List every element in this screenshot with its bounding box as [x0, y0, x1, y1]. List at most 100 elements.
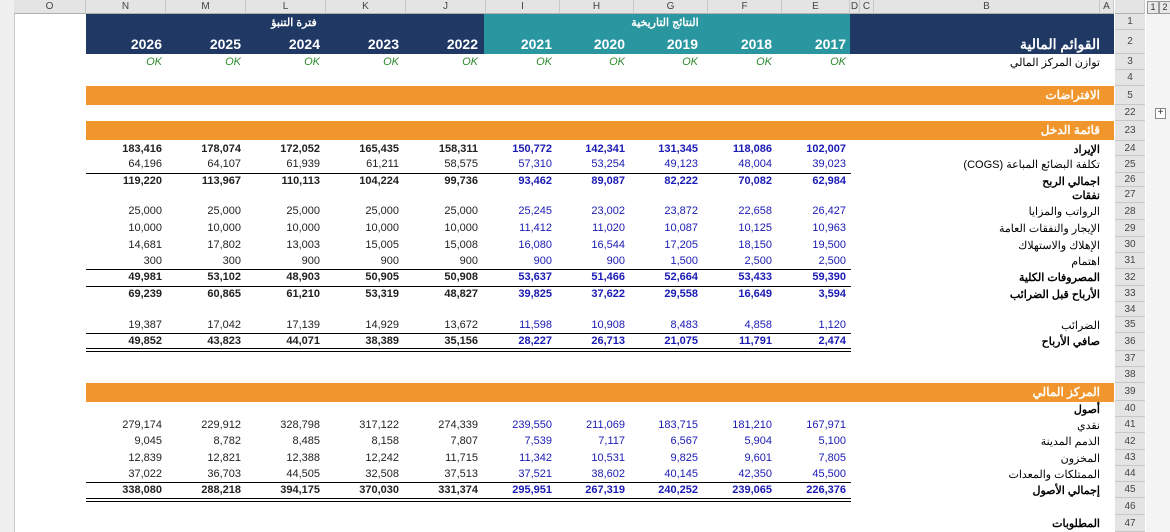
- table-cell[interactable]: 42,350: [738, 468, 772, 480]
- table-cell[interactable]: 49,981: [128, 271, 162, 283]
- table-cell[interactable]: 25,000: [365, 205, 399, 217]
- table-cell[interactable]: 14,681: [128, 239, 162, 251]
- table-cell[interactable]: 17,205: [664, 239, 698, 251]
- table-cell[interactable]: 274,339: [438, 419, 478, 431]
- column-header-a[interactable]: A: [1100, 0, 1114, 14]
- row-header[interactable]: 3: [1115, 54, 1145, 70]
- table-cell[interactable]: 394,175: [280, 484, 320, 496]
- table-cell[interactable]: 53,637: [518, 271, 552, 283]
- table-cell[interactable]: 104,224: [359, 175, 399, 187]
- row-header[interactable]: 22: [1115, 105, 1145, 121]
- table-cell[interactable]: 25,000: [207, 205, 241, 217]
- table-cell[interactable]: 181,210: [732, 419, 772, 431]
- row-header[interactable]: 33: [1115, 286, 1145, 302]
- table-cell[interactable]: 118,086: [732, 143, 772, 155]
- table-cell[interactable]: 18,150: [738, 239, 772, 251]
- table-cell[interactable]: 119,220: [122, 175, 162, 187]
- table-cell[interactable]: 167,971: [806, 419, 846, 431]
- table-cell[interactable]: 37,513: [444, 468, 478, 480]
- table-cell[interactable]: 12,242: [365, 452, 399, 464]
- table-cell[interactable]: 37,022: [128, 468, 162, 480]
- table-cell[interactable]: 317,122: [359, 419, 399, 431]
- table-cell[interactable]: 328,798: [280, 419, 320, 431]
- table-cell[interactable]: 10,000: [286, 222, 320, 234]
- table-cell[interactable]: 900: [606, 255, 625, 267]
- table-cell[interactable]: 40,145: [664, 468, 698, 480]
- table-cell[interactable]: 288,218: [201, 484, 241, 496]
- row-header[interactable]: 29: [1115, 220, 1145, 237]
- table-cell[interactable]: 44,505: [286, 468, 320, 480]
- table-cell[interactable]: 50,908: [444, 271, 478, 283]
- outline-level-1-button[interactable]: 1: [1147, 1, 1159, 14]
- table-cell[interactable]: 11,598: [519, 319, 552, 331]
- table-cell[interactable]: 900: [301, 255, 320, 267]
- table-cell[interactable]: 142,341: [585, 143, 625, 155]
- row-header[interactable]: 44: [1115, 466, 1145, 482]
- table-cell[interactable]: 23,002: [591, 205, 625, 217]
- table-cell[interactable]: 39,023: [812, 158, 846, 170]
- row-header[interactable]: 45: [1115, 482, 1145, 498]
- table-cell[interactable]: 183,416: [122, 143, 162, 155]
- table-cell[interactable]: 11,020: [592, 222, 625, 234]
- table-cell[interactable]: 900: [533, 255, 552, 267]
- row-header[interactable]: 4: [1115, 70, 1145, 86]
- table-cell[interactable]: 10,087: [664, 222, 698, 234]
- table-cell[interactable]: 900: [380, 255, 399, 267]
- table-cell[interactable]: 1,120: [818, 319, 846, 331]
- table-cell[interactable]: 226,376: [806, 484, 846, 496]
- row-header[interactable]: 39: [1115, 383, 1145, 401]
- table-cell[interactable]: 10,963: [812, 222, 846, 234]
- table-cell[interactable]: 26,427: [812, 205, 846, 217]
- column-header-b[interactable]: B: [874, 0, 1100, 14]
- table-cell[interactable]: 51,466: [591, 271, 625, 283]
- select-all-corner[interactable]: [1115, 0, 1145, 14]
- row-header[interactable]: 42: [1115, 433, 1145, 450]
- table-cell[interactable]: 53,433: [738, 271, 772, 283]
- row-header[interactable]: 5: [1115, 86, 1145, 105]
- table-cell[interactable]: 10,908: [591, 319, 625, 331]
- table-cell[interactable]: 8,158: [371, 435, 399, 447]
- table-cell[interactable]: 239,550: [512, 419, 552, 431]
- table-cell[interactable]: 17,139: [286, 319, 320, 331]
- table-cell[interactable]: 19,387: [128, 319, 162, 331]
- table-cell[interactable]: 17,802: [207, 239, 241, 251]
- table-cell[interactable]: 267,319: [585, 484, 625, 496]
- table-cell[interactable]: 9,045: [134, 435, 162, 447]
- table-cell[interactable]: 28,227: [518, 335, 552, 347]
- table-cell[interactable]: 48,827: [444, 288, 478, 300]
- table-cell[interactable]: 10,000: [128, 222, 162, 234]
- table-cell[interactable]: 53,319: [365, 288, 399, 300]
- table-cell[interactable]: 7,807: [450, 435, 478, 447]
- table-cell[interactable]: 25,245: [518, 205, 552, 217]
- table-cell[interactable]: 25,000: [286, 205, 320, 217]
- row-header[interactable]: 37: [1115, 351, 1145, 367]
- table-cell[interactable]: 7,539: [524, 435, 552, 447]
- table-cell[interactable]: 35,156: [444, 335, 478, 347]
- table-cell[interactable]: 53,102: [207, 271, 241, 283]
- table-cell[interactable]: 279,174: [122, 419, 162, 431]
- table-cell[interactable]: 102,007: [806, 143, 846, 155]
- table-cell[interactable]: 44,071: [286, 335, 320, 347]
- column-header-j[interactable]: J: [406, 0, 486, 14]
- table-cell[interactable]: 11,342: [519, 452, 552, 464]
- column-header-k[interactable]: K: [326, 0, 406, 14]
- column-header-h[interactable]: H: [560, 0, 634, 14]
- table-cell[interactable]: 93,462: [518, 175, 552, 187]
- row-header[interactable]: 38: [1115, 367, 1145, 383]
- table-cell[interactable]: 25,000: [128, 205, 162, 217]
- table-cell[interactable]: 25,000: [444, 205, 478, 217]
- table-cell[interactable]: 10,531: [591, 452, 625, 464]
- table-cell[interactable]: 99,736: [444, 175, 478, 187]
- table-cell[interactable]: 29,558: [664, 288, 698, 300]
- table-cell[interactable]: 150,772: [512, 143, 552, 155]
- table-cell[interactable]: 300: [222, 255, 241, 267]
- table-cell[interactable]: 16,080: [518, 239, 552, 251]
- table-cell[interactable]: 338,080: [122, 484, 162, 496]
- row-header[interactable]: 35: [1115, 317, 1145, 333]
- table-cell[interactable]: 82,222: [664, 175, 698, 187]
- row-header[interactable]: 36: [1115, 333, 1145, 351]
- table-cell[interactable]: 8,483: [670, 319, 698, 331]
- table-cell[interactable]: 14,929: [365, 319, 399, 331]
- column-header-n[interactable]: N: [86, 0, 166, 14]
- table-cell[interactable]: 158,311: [438, 143, 478, 155]
